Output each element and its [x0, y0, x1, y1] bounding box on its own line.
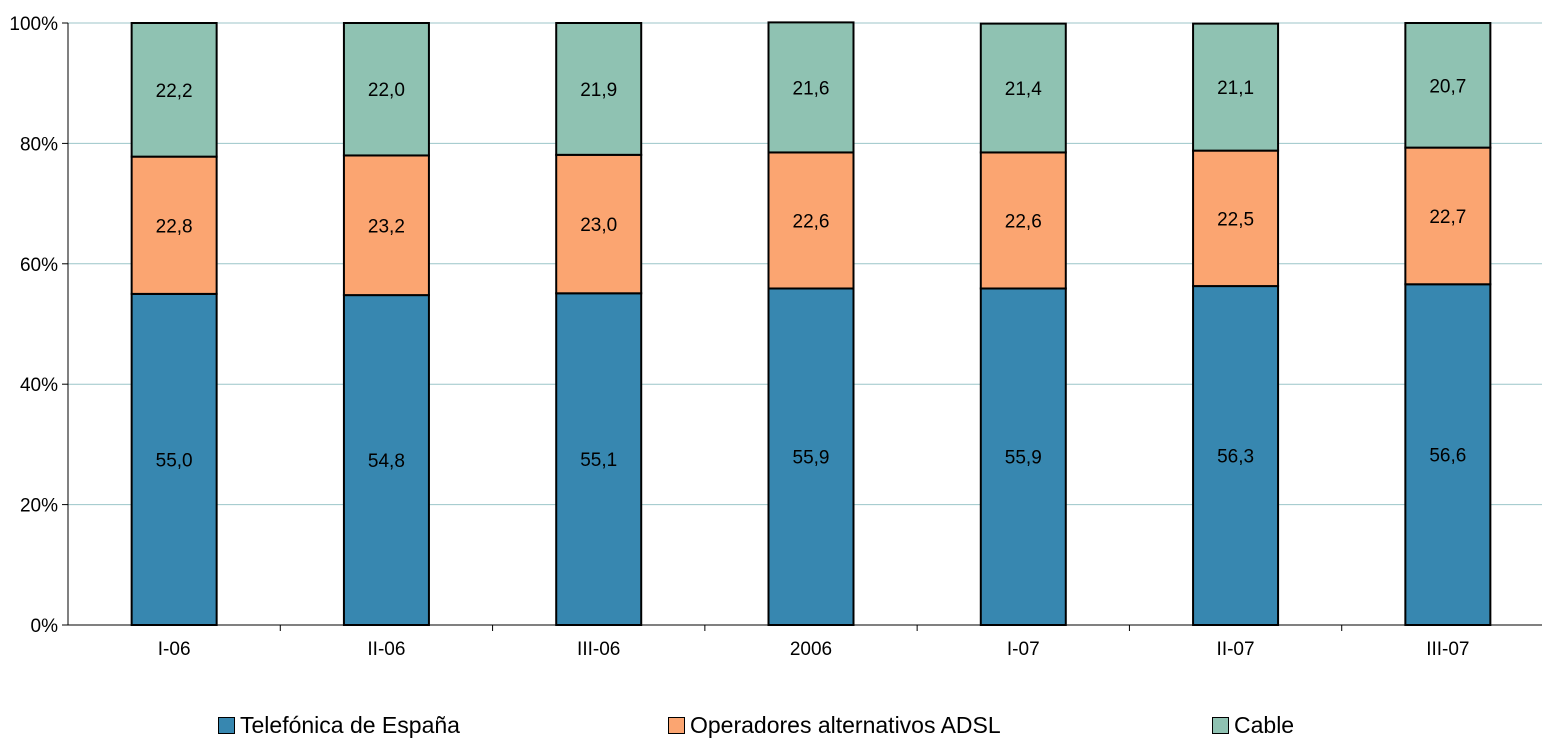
data-label: 21,9 [580, 80, 617, 101]
bar-segment-0 [1192, 285, 1280, 626]
bar-segment-2 [1404, 22, 1492, 149]
data-label: 56,3 [1217, 447, 1254, 468]
stacked-bar-chart: 0% 20% 40% 60% 80% 100% 55,0 22,8 22,2 I-06 54,8 23… [9, 14, 1542, 660]
bar-segment-0 [555, 292, 643, 626]
data-label: 56,6 [1429, 446, 1466, 467]
x-tick-label: II-06 [367, 639, 405, 660]
bar-segment-1 [1192, 149, 1280, 288]
bar-segment-0 [1404, 283, 1492, 626]
legend-label-cable: Cable [1234, 712, 1295, 738]
data-label: 23,2 [368, 216, 405, 237]
bar-segment-2 [767, 21, 855, 154]
legend-label-telefonica: Telefónica de España [240, 712, 460, 738]
legend-label-adsl: Operadores alternativos ADSL [690, 712, 1001, 738]
bar-segment-1 [342, 154, 430, 297]
data-label: 22,2 [156, 81, 193, 102]
bar-segment-0 [767, 287, 855, 626]
bar-segment-1 [1404, 146, 1492, 286]
bar-segment-2 [342, 22, 430, 157]
data-label: 55,9 [1005, 448, 1042, 469]
bar-segment-2 [1192, 22, 1280, 152]
legend: Telefónica de España Operadores alternat… [0, 712, 1542, 744]
data-label: 54,8 [368, 451, 405, 472]
legend-swatch-cable [1212, 717, 1229, 734]
x-tick-label: II-07 [1217, 639, 1255, 660]
data-label: 21,1 [1217, 78, 1254, 99]
y-tick-label: 80% [20, 134, 58, 155]
bar-segment-2 [555, 22, 643, 156]
bar-segment-0 [979, 287, 1067, 626]
y-tick-label: 100% [9, 14, 58, 35]
x-tick-label: I-07 [1007, 639, 1040, 660]
data-label: 22,7 [1429, 207, 1466, 228]
bar-segment-2 [130, 22, 218, 158]
bar-segment-1 [767, 151, 855, 290]
bar-segment-1 [555, 153, 643, 295]
data-label: 22,8 [156, 216, 193, 237]
bar-segment-1 [130, 155, 218, 295]
x-tick-label: III-07 [1426, 639, 1469, 660]
y-tick-label: 20% [20, 496, 58, 517]
legend-swatch-telefonica [218, 717, 235, 734]
legend-swatch-adsl [668, 717, 685, 734]
bar-segment-1 [979, 151, 1067, 290]
legend-item-telefonica: Telefónica de España [218, 712, 460, 739]
data-label: 55,9 [793, 448, 830, 469]
x-tick-label: III-06 [577, 639, 620, 660]
data-label: 22,6 [1005, 211, 1042, 232]
data-label: 55,0 [156, 450, 193, 471]
data-label: 23,0 [580, 215, 617, 236]
y-tick-label: 40% [20, 375, 58, 396]
data-label: 22,6 [793, 211, 830, 232]
bar-segment-0 [342, 294, 430, 626]
data-label: 22,0 [368, 80, 405, 101]
data-label: 22,5 [1217, 209, 1254, 230]
x-tick-label: 2006 [790, 639, 832, 660]
data-label: 21,4 [1005, 79, 1042, 100]
data-label: 20,7 [1429, 76, 1466, 97]
legend-item-adsl: Operadores alternativos ADSL [668, 712, 1001, 739]
bar-segment-2 [979, 22, 1067, 154]
x-tick-label: I-06 [158, 639, 191, 660]
y-tick-label: 0% [31, 616, 59, 637]
y-tick-label: 60% [20, 255, 58, 276]
data-label: 21,6 [793, 78, 830, 99]
data-label: 55,1 [580, 450, 617, 471]
legend-item-cable: Cable [1212, 712, 1294, 739]
